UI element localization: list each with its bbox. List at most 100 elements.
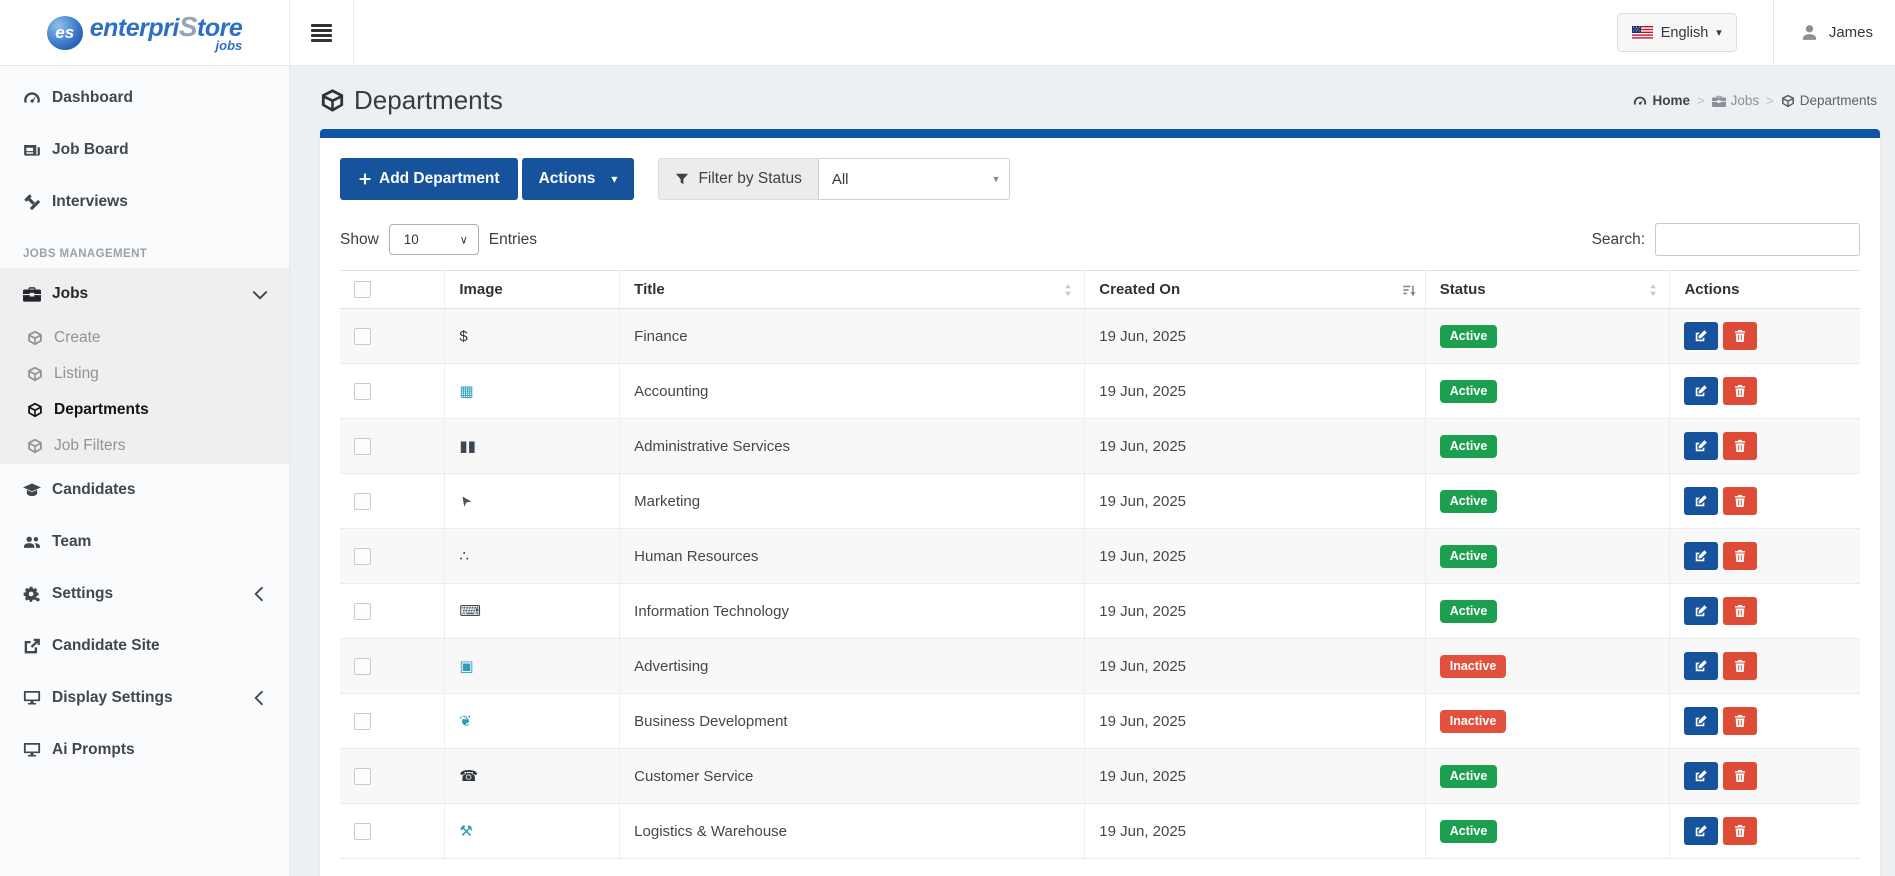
language-label: English <box>1661 25 1709 41</box>
status-cell: Active <box>1425 529 1670 584</box>
row-checkbox[interactable] <box>354 603 371 620</box>
delete-button[interactable] <box>1723 432 1757 460</box>
row-checkbox[interactable] <box>354 768 371 785</box>
column-header-status[interactable]: Status <box>1425 271 1670 309</box>
actions-dropdown-button[interactable]: Actions ▾ <box>522 158 635 200</box>
sidebar-item-label: Candidate Site <box>52 637 160 655</box>
sidebar-item-create[interactable]: Create <box>0 320 289 356</box>
funnel-icon <box>675 172 689 186</box>
breadcrumb-label: Home <box>1652 93 1690 108</box>
briefcase-icon <box>1712 94 1726 108</box>
column-header-label: Image <box>459 281 502 298</box>
edit-button[interactable] <box>1684 817 1718 845</box>
row-checkbox[interactable] <box>354 328 371 345</box>
breadcrumb-item-home[interactable]: Home <box>1633 93 1690 108</box>
sidebar-nav: DashboardJob BoardInterviewsJOBS MANAGEM… <box>0 66 290 876</box>
sidebar-item-job-filters[interactable]: Job Filters <box>0 428 289 464</box>
edit-icon <box>1694 604 1708 618</box>
sidebar-item-ai-prompts[interactable]: Ai Prompts <box>0 724 289 776</box>
row-checkbox[interactable] <box>354 548 371 565</box>
user-menu[interactable]: James <box>1774 23 1895 42</box>
image-cell: ▮▮ <box>445 419 620 474</box>
add-department-button[interactable]: Add Department <box>340 158 518 200</box>
edit-button[interactable] <box>1684 322 1718 350</box>
sidebar-toggle-button[interactable] <box>290 0 354 65</box>
search-control: Search: <box>1592 223 1860 256</box>
delete-button[interactable] <box>1723 597 1757 625</box>
sidebar-item-candidates[interactable]: Candidates <box>0 464 289 516</box>
delete-button[interactable] <box>1723 542 1757 570</box>
delete-button[interactable] <box>1723 707 1757 735</box>
edit-icon <box>1694 384 1708 398</box>
row-checkbox[interactable] <box>354 493 371 510</box>
edit-button[interactable] <box>1684 597 1718 625</box>
search-input[interactable] <box>1655 223 1860 256</box>
status-badge: Active <box>1440 600 1498 623</box>
desktop-icon <box>23 689 41 707</box>
sidebar-item-dashboard[interactable]: Dashboard <box>0 72 289 124</box>
laptop-icon: ⌨ <box>459 604 481 619</box>
trash-icon <box>1733 769 1747 783</box>
sidebar-item-jobs[interactable]: Jobs <box>0 268 289 320</box>
graduation-cap-icon <box>23 481 41 499</box>
sidebar-item-listing[interactable]: Listing <box>0 356 289 392</box>
row-checkbox[interactable] <box>354 823 371 840</box>
delete-button[interactable] <box>1723 322 1757 350</box>
delete-button[interactable] <box>1723 817 1757 845</box>
status-filter-select[interactable]: All <box>818 158 1010 200</box>
sidebar-item-label: Job Filters <box>54 437 126 455</box>
edit-button[interactable] <box>1684 487 1718 515</box>
show-label: Show <box>340 231 379 249</box>
column-header-title[interactable]: Title <box>620 271 1085 309</box>
status-badge: Active <box>1440 490 1498 513</box>
table-row-information-technology: ⌨Information Technology19 Jun, 2025Activ… <box>340 584 1860 639</box>
created-on-cell: 19 Jun, 2025 <box>1085 309 1425 364</box>
status-cell: Active <box>1425 584 1670 639</box>
person-icon <box>1800 23 1819 42</box>
tools-icon: ⚒ <box>459 824 472 839</box>
edit-button[interactable] <box>1684 542 1718 570</box>
checkbox-cell <box>340 419 445 474</box>
checkbox-cell <box>340 694 445 749</box>
select-all-checkbox[interactable] <box>354 281 371 298</box>
edit-icon <box>1694 439 1708 453</box>
image-cell: ⌨ <box>445 584 620 639</box>
edit-button[interactable] <box>1684 652 1718 680</box>
edit-button[interactable] <box>1684 707 1718 735</box>
status-filter-group: Filter by Status All ▾ <box>658 158 1009 200</box>
breadcrumb-item-departments[interactable]: Departments <box>1781 93 1877 108</box>
delete-button[interactable] <box>1723 377 1757 405</box>
edit-button[interactable] <box>1684 432 1718 460</box>
sidebar-item-team[interactable]: Team <box>0 516 289 568</box>
row-checkbox[interactable] <box>354 383 371 400</box>
actions-cell <box>1670 639 1860 694</box>
sidebar-item-candidate-site[interactable]: Candidate Site <box>0 620 289 672</box>
row-checkbox[interactable] <box>354 438 371 455</box>
caret-down-icon: ▾ <box>611 172 617 186</box>
image-cell: ∴ <box>445 529 620 584</box>
row-checkbox[interactable] <box>354 658 371 675</box>
sidebar-item-departments[interactable]: Departments <box>0 392 289 428</box>
page-size-select[interactable]: 10 <box>389 224 479 255</box>
sidebar-item-settings[interactable]: Settings <box>0 568 289 620</box>
sidebar-item-interviews[interactable]: Interviews <box>0 176 289 228</box>
delete-button[interactable] <box>1723 652 1757 680</box>
page-size-control: Show 10 ∨ Entries <box>340 224 537 255</box>
chevron-down-icon <box>251 285 269 303</box>
row-checkbox[interactable] <box>354 713 371 730</box>
delete-button[interactable] <box>1723 487 1757 515</box>
sidebar-item-job-board[interactable]: Job Board <box>0 124 289 176</box>
language-dropdown-button[interactable]: English ▾ <box>1617 13 1737 52</box>
breadcrumb-item-jobs[interactable]: Jobs <box>1712 93 1760 108</box>
edit-button[interactable] <box>1684 762 1718 790</box>
delete-button[interactable] <box>1723 762 1757 790</box>
toolbar: Add Department Actions ▾ Filter by Statu… <box>340 158 1860 200</box>
briefcase-icon <box>23 285 41 303</box>
sidebar-item-display-settings[interactable]: Display Settings <box>0 672 289 724</box>
money-bag-icon: $ <box>459 329 467 344</box>
column-header-created-on[interactable]: Created On <box>1085 271 1425 309</box>
sidebar-item-label: Display Settings <box>52 689 173 707</box>
brand-logo[interactable]: es enterpriStore jobs <box>0 0 290 65</box>
edit-button[interactable] <box>1684 377 1718 405</box>
sidebar-item-label: Dashboard <box>52 89 133 107</box>
